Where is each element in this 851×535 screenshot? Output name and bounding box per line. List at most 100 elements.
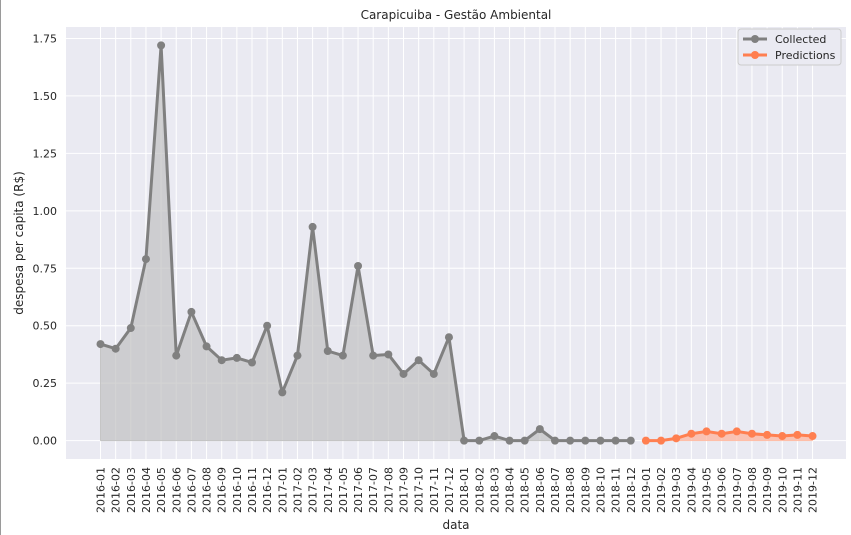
legend-predictions-marker — [751, 51, 759, 59]
x-tick-label: 2019-01 — [640, 467, 653, 513]
x-tick-label: 2017-05 — [337, 467, 350, 513]
data-point-collected — [248, 358, 256, 367]
x-tick-label: 2017-07 — [367, 467, 380, 513]
data-point-collected — [429, 369, 438, 378]
series-points — [96, 41, 817, 445]
data-point-collected — [490, 432, 499, 441]
data-point-collected — [369, 351, 378, 360]
x-tick-label: 2017-09 — [398, 467, 411, 513]
x-tick-label: 2017-03 — [307, 467, 320, 513]
x-tick-label: 2018-12 — [625, 467, 638, 513]
data-point-predictions — [657, 436, 666, 445]
data-point-collected — [202, 342, 211, 351]
x-tick-label: 2019-07 — [731, 467, 744, 513]
x-tick-label: 2016-08 — [201, 467, 214, 513]
x-tick-label: 2016-03 — [125, 467, 138, 513]
x-tick-label: 2018-05 — [519, 467, 532, 513]
x-tick-label: 2018-01 — [458, 467, 471, 513]
data-point-collected — [338, 351, 347, 360]
data-point-predictions — [641, 436, 650, 445]
x-tick-label: 2016-11 — [246, 467, 259, 513]
x-tick-label: 2018-10 — [594, 467, 607, 513]
x-tick-label: 2017-10 — [413, 467, 426, 513]
x-tick-label: 2016-07 — [185, 467, 198, 513]
x-tick-label: 2017-11 — [428, 467, 441, 513]
data-point-predictions — [717, 429, 726, 438]
x-tick-label: 2019-10 — [776, 467, 789, 513]
x-tick-label: 2018-06 — [534, 467, 547, 513]
data-point-collected — [111, 344, 120, 353]
x-axis-label: data — [442, 518, 469, 532]
data-point-collected — [232, 353, 241, 362]
y-axis-label: despesa per capita (R$) — [12, 171, 26, 315]
data-point-collected — [323, 347, 332, 355]
data-point-collected — [293, 351, 302, 360]
data-point-collected — [475, 436, 484, 445]
x-tick-label: 2016-04 — [140, 467, 153, 513]
data-point-collected — [566, 436, 575, 445]
data-point-collected — [596, 436, 605, 445]
x-tick-label: 2019-09 — [761, 467, 774, 513]
data-point-predictions — [808, 432, 817, 441]
y-tick-label: 0.25 — [33, 377, 58, 390]
x-tick-label: 2019-08 — [746, 467, 759, 513]
x-tick-label: 2017-04 — [322, 467, 335, 513]
data-point-collected — [263, 321, 272, 330]
x-tick-label: 2016-02 — [110, 467, 123, 513]
legend-collected-label: Collected — [775, 33, 826, 46]
x-tick-label: 2018-09 — [579, 467, 592, 513]
x-tick-label: 2016-01 — [95, 467, 108, 513]
data-point-predictions — [763, 430, 772, 439]
x-axis-ticks: 2016-01 2016-02 2016-03 2016-04 2016-05 2016-… — [95, 467, 820, 513]
y-tick-label: 0.00 — [33, 435, 58, 448]
data-point-predictions — [793, 430, 802, 439]
x-tick-label: 2019-06 — [716, 467, 729, 513]
x-tick-label: 2017-06 — [352, 467, 365, 513]
data-point-collected — [399, 369, 408, 378]
grid-lines — [66, 27, 846, 459]
x-tick-label: 2016-09 — [216, 467, 229, 513]
data-point-collected — [384, 350, 393, 359]
data-point-predictions — [687, 429, 696, 438]
x-tick-label: 2019-05 — [701, 467, 714, 513]
x-tick-label: 2019-12 — [807, 467, 820, 513]
data-point-collected — [535, 425, 544, 434]
data-point-collected — [414, 356, 423, 365]
data-point-collected — [354, 261, 363, 270]
data-point-collected — [308, 222, 317, 231]
data-point-collected — [157, 41, 166, 50]
data-point-predictions — [778, 432, 787, 441]
data-point-collected — [520, 436, 529, 445]
x-tick-label: 2018-03 — [488, 467, 501, 513]
y-tick-label: 0.75 — [33, 262, 58, 275]
data-point-collected — [611, 436, 620, 445]
x-tick-label: 2018-07 — [549, 467, 562, 513]
data-point-predictions — [732, 427, 741, 436]
data-point-collected — [126, 324, 135, 333]
data-point-collected — [217, 356, 226, 365]
y-tick-label: 0.50 — [33, 320, 58, 333]
x-tick-label: 2016-10 — [231, 467, 244, 513]
x-tick-label: 2018-02 — [473, 467, 486, 513]
y-tick-label: 1.00 — [33, 205, 58, 218]
legend-predictions-label: Predictions — [775, 49, 836, 62]
x-tick-label: 2016-12 — [261, 467, 274, 513]
chart-title: Carapicuiba - Gestão Ambiental — [361, 8, 552, 22]
x-tick-label: 2017-02 — [291, 467, 304, 513]
x-tick-label: 2019-02 — [655, 467, 668, 513]
y-tick-label: 1.25 — [33, 147, 58, 160]
x-tick-label: 2019-04 — [685, 467, 698, 513]
data-point-collected — [96, 340, 105, 349]
data-point-collected — [551, 436, 559, 445]
data-point-predictions — [747, 429, 756, 438]
y-tick-label: 1.50 — [33, 90, 58, 103]
y-tick-label: 1.75 — [33, 32, 58, 45]
x-tick-label: 2018-08 — [564, 467, 577, 513]
data-point-predictions — [702, 427, 711, 436]
x-tick-label: 2019-03 — [670, 467, 683, 513]
window-left-border — [0, 0, 1, 535]
x-tick-label: 2017-01 — [276, 467, 289, 513]
y-axis-ticks: 0.00 0.25 0.50 0.75 1.00 1.25 1.50 1.75 — [33, 32, 58, 447]
data-point-collected — [172, 351, 181, 360]
x-tick-label: 2016-05 — [155, 467, 168, 513]
